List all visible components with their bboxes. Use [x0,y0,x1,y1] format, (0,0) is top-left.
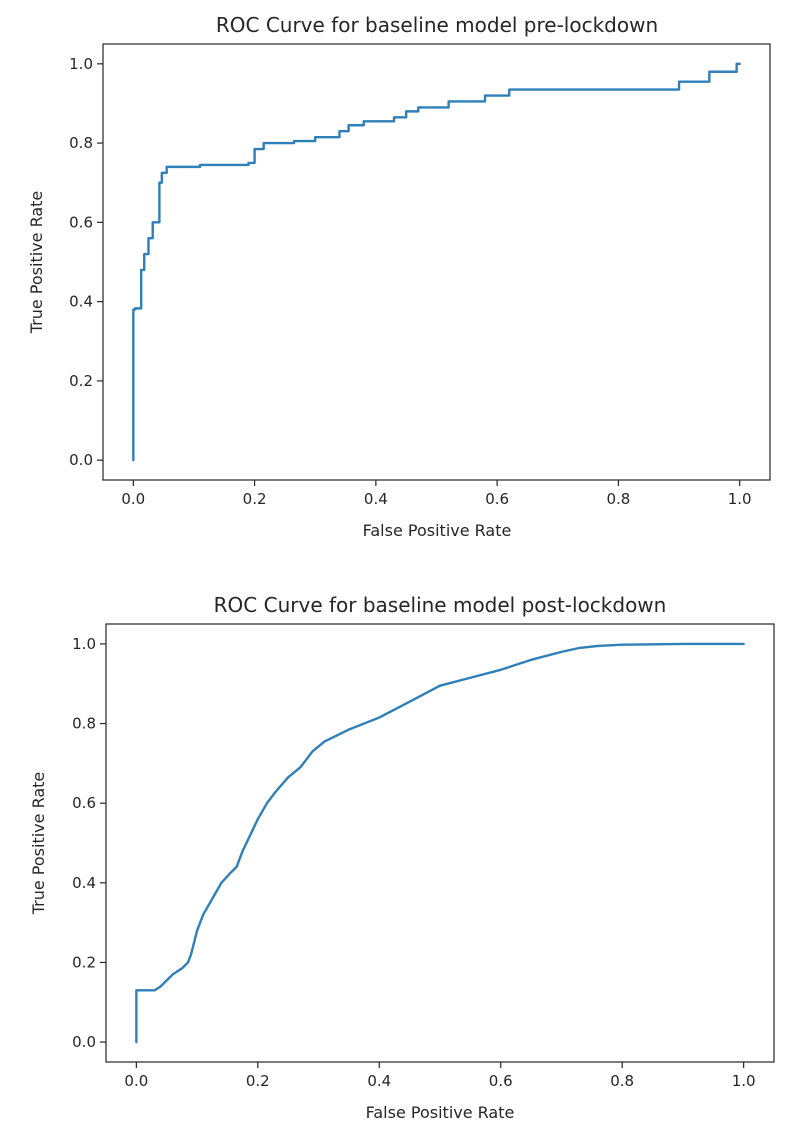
y-tick-label: 0.6 [72,794,96,812]
y-axis-label: True Positive Rate [27,191,46,335]
roc-curve-line [132,62,741,462]
plot-frame [102,43,771,481]
y-tick-label: 0.0 [69,451,93,469]
x-tick-label: 0.6 [489,1072,513,1090]
x-tick-label: 0.8 [610,1072,634,1090]
x-axis-label: False Positive Rate [366,1103,515,1122]
x-tick-label: 0.4 [367,1072,391,1090]
y-tick-label: 0.4 [72,874,96,892]
y-axis-ticks: 0.0 0.2 0.4 0.6 0.8 1.0 [69,55,103,469]
chart-title: ROC Curve for baseline model pre-lockdow… [216,13,658,37]
roc-chart-post-lockdown: ROC Curve for baseline model post-lockdo… [29,593,775,1122]
chart-title: ROC Curve for baseline model post-lockdo… [214,593,667,617]
y-tick-label: 0.2 [72,953,96,971]
x-axis-ticks: 0.0 0.2 0.4 0.6 0.8 1.0 [121,480,752,508]
roc-curve-line [135,642,745,1044]
x-tick-label: 1.0 [732,1072,756,1090]
y-axis-ticks: 0.0 0.2 0.4 0.6 0.8 1.0 [72,635,106,1051]
y-tick-label: 0.6 [69,213,93,231]
x-tick-label: 0.0 [121,490,145,508]
x-tick-label: 0.2 [243,490,267,508]
x-axis-ticks: 0.0 0.2 0.4 0.6 0.8 1.0 [124,1062,756,1090]
y-tick-label: 0.8 [72,715,96,733]
x-tick-label: 0.6 [485,490,509,508]
y-tick-label: 1.0 [72,635,96,653]
y-tick-label: 0.0 [72,1033,96,1051]
y-axis-label: True Positive Rate [29,772,48,916]
y-tick-label: 1.0 [69,55,93,73]
x-tick-label: 0.8 [606,490,630,508]
x-tick-label: 0.4 [364,490,388,508]
y-tick-label: 0.4 [69,293,93,311]
y-tick-label: 0.2 [69,372,93,390]
x-tick-label: 0.0 [124,1072,148,1090]
x-tick-label: 1.0 [728,490,752,508]
x-axis-label: False Positive Rate [363,521,512,540]
plot-frame [105,623,775,1063]
y-tick-label: 0.8 [69,134,93,152]
x-tick-label: 0.2 [246,1072,270,1090]
roc-chart-pre-lockdown: ROC Curve for baseline model pre-lockdow… [27,13,771,540]
